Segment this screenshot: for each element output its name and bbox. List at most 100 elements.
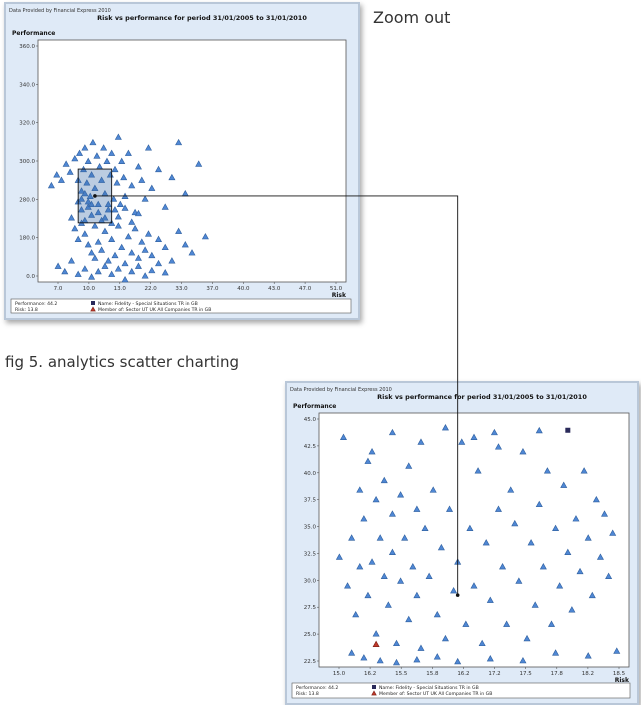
y-tick-label: 37.5 [304,498,317,504]
data-point [88,211,96,218]
data-point [609,529,617,536]
y-tick-label: 42.5 [304,444,317,450]
data-point [535,500,543,508]
figure-caption: fig 5. analytics scatter charting [5,353,240,371]
data-point [511,519,519,527]
x-tick-label: 10.0 [83,286,96,292]
data-point [474,467,482,474]
chart-title: Risk vs performance for period 31/01/200… [97,14,307,22]
data-point [81,230,89,237]
x-axis-label: Risk [332,292,347,299]
data-point [482,539,490,546]
zoom-out-label: Zoom out [373,8,451,27]
data-point [168,173,176,181]
data-point [466,524,474,532]
data-point [118,157,126,164]
legend-fund-swatch [91,301,95,305]
fund-marker [565,427,571,433]
legend-box [291,682,631,699]
data-point [580,467,588,474]
data-point [454,657,462,665]
data-point [519,656,527,664]
source-note: Data Provided by Financial Express 2010 [9,8,111,14]
zoom-box [77,168,113,224]
sector-marker [372,640,380,647]
data-point [78,187,86,194]
y-tick-label: 0.0 [26,274,35,280]
x-tick-label: 17.2 [488,671,500,677]
y-tick-label: 22.5 [304,659,317,665]
legend-risk: Risk: 13.8 [296,691,319,697]
data-point [71,224,79,232]
data-point [352,610,360,618]
data-point [67,257,75,264]
data-point [535,426,543,434]
legend-sector-swatch [371,690,377,696]
data-point [138,176,146,183]
x-axis-label: Risk [615,677,630,684]
chart-title: Risk vs performance for period 31/01/200… [377,393,587,401]
data-point [175,138,183,146]
data-point [568,606,576,613]
x-tick-label: 40.0 [237,286,250,292]
y-tick-label: 45.0 [304,417,317,423]
y-tick-label: 27.5 [304,605,317,611]
data-point [527,539,535,546]
x-tick-label: 47.0 [299,286,312,292]
data-point [54,262,62,269]
y-tick-label: 340.0 [19,82,35,88]
data-point [556,582,564,589]
data-point [543,467,551,474]
data-point [100,144,108,151]
data-point [384,601,392,608]
data-point [111,165,119,173]
x-tick-label: 37.0 [206,286,219,292]
data-point [588,591,596,599]
x-tick-label: 17.8 [551,671,564,677]
y-tick-label: 30.0 [304,578,317,584]
data-point [564,548,572,555]
data-point [88,200,96,208]
data-point [84,157,92,164]
data-point [348,649,356,656]
x-tick-label: 16.2 [364,671,376,677]
data-point [592,495,600,503]
data-point [458,438,466,445]
data-point [507,486,515,493]
zoomed-chart-svg: Data Provided by Financial Express 2010R… [290,387,631,699]
data-point [494,443,502,450]
data-point [441,634,449,642]
legend-performance: Performance: 44.2 [296,685,338,691]
legend-risk: Risk: 13.8 [15,307,38,313]
data-point [98,176,106,183]
y-tick-label: 32.5 [304,551,317,557]
y-axis-label: Performance [12,30,55,37]
data-point [195,160,203,167]
data-point [499,563,507,570]
data-point [470,433,478,440]
x-tick-label: 33.0 [175,286,188,292]
data-point [584,534,592,541]
data-point [490,428,498,436]
data-point [88,171,96,178]
data-point [413,656,421,663]
legend-sector-name: Member of: Sector UT UK All Companies TR… [379,691,492,697]
data-point [91,184,99,191]
data-point [515,577,523,584]
data-point [67,214,75,221]
data-point [417,644,425,651]
x-tick-label: 18.5 [613,671,626,677]
overview-chart-svg: Data Provided by Financial Express 2010R… [9,8,352,314]
data-point [74,235,82,242]
x-tick-label: 18.2 [582,671,594,677]
x-tick-label: 13.0 [114,286,127,292]
data-point [74,270,82,277]
data-point [531,601,539,608]
data-point [76,149,84,156]
data-point [572,515,580,522]
legend-fund-name: Name: Fidelity - Special Situations TR i… [98,301,198,307]
data-point [539,563,547,570]
data-point [83,179,91,186]
data-point [88,273,96,280]
data-point [144,144,152,151]
